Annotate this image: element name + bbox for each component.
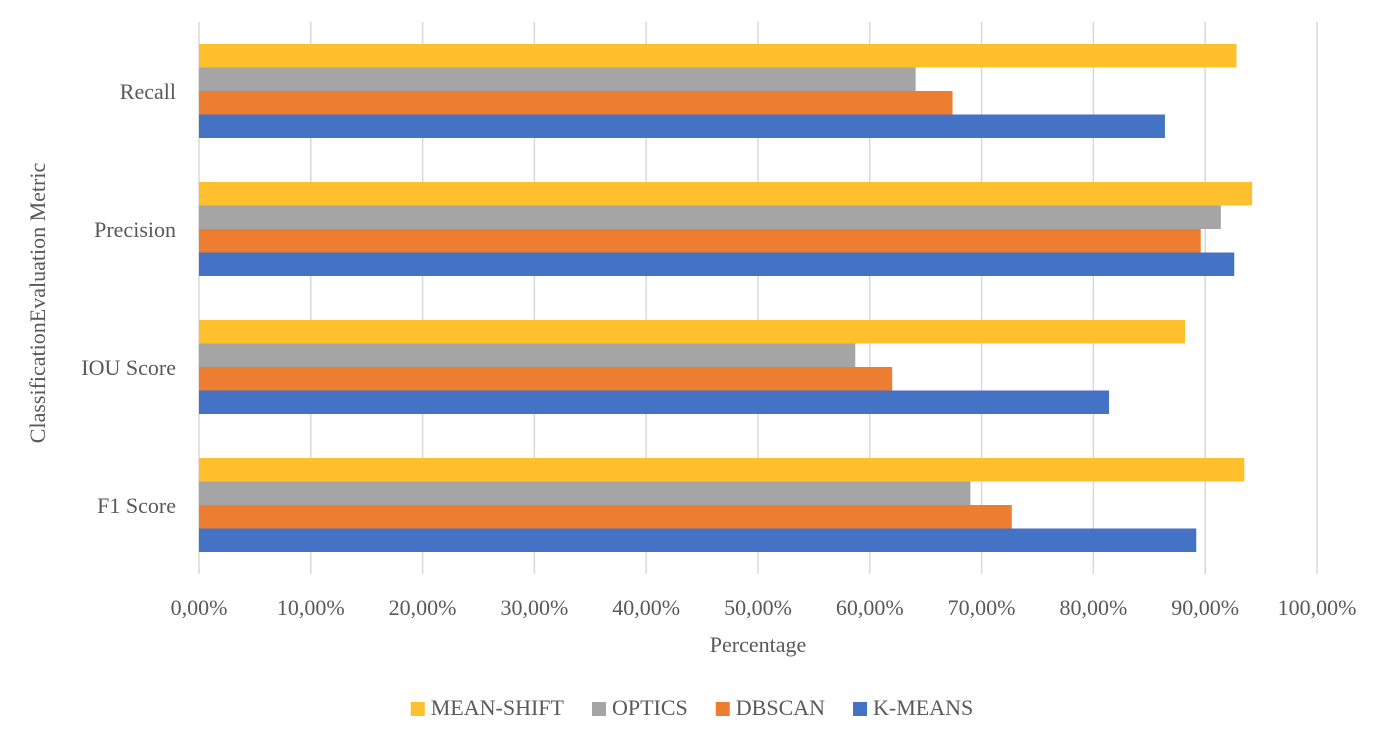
category-label-f1-score: F1 Score xyxy=(97,493,176,518)
bar-mean-shift-iou-score xyxy=(199,320,1186,344)
bar-k-means-precision xyxy=(199,252,1235,276)
bar-optics-f1-score xyxy=(199,481,971,505)
category-label-precision: Precision xyxy=(94,217,176,242)
bar-k-means-iou-score xyxy=(199,390,1110,414)
bar-k-means-f1-score xyxy=(199,528,1197,552)
legend-item-mean-shift: MEAN-SHIFT xyxy=(410,695,565,720)
bar-dbscan-precision xyxy=(199,229,1201,253)
x-tick-label-4: 40,00% xyxy=(612,595,680,620)
bar-dbscan-f1-score xyxy=(199,505,1012,529)
x-tick-label-10: 100,00% xyxy=(1278,595,1357,620)
legend-label-dbscan: DBSCAN xyxy=(736,695,825,720)
y-axis-title: ClassificationEvaluation Metric xyxy=(25,163,50,444)
x-tick-labels: 0,00% 10,00% 20,00% 30,00% 40,00% 50,00% 60,00… xyxy=(171,595,1357,620)
legend-swatch-k-means xyxy=(853,702,868,716)
legend-label-mean-shift: MEAN-SHIFT xyxy=(431,695,565,720)
x-tick-label-6: 60,00% xyxy=(836,595,904,620)
bar-mean-shift-recall xyxy=(199,44,1237,68)
bar-optics-recall xyxy=(199,67,916,91)
legend-item-optics: OPTICS xyxy=(591,695,688,720)
bar-mean-shift-f1-score xyxy=(199,458,1245,482)
x-tick-label-0: 0,00% xyxy=(171,595,228,620)
x-tick-label-5: 50,00% xyxy=(724,595,792,620)
legend-swatch-optics xyxy=(591,702,606,716)
bar-dbscan-iou-score xyxy=(199,367,893,391)
x-tick-label-8: 80,00% xyxy=(1059,595,1127,620)
bar-optics-iou-score xyxy=(199,343,856,367)
category-label-iou-score: IOU Score xyxy=(81,355,176,380)
bar-mean-shift-precision xyxy=(199,182,1253,206)
bar-k-means-recall xyxy=(199,114,1165,138)
legend-swatch-mean-shift xyxy=(410,702,425,716)
x-tick-label-1: 10,00% xyxy=(277,595,345,620)
bars xyxy=(199,44,1253,552)
x-tick-label-3: 30,00% xyxy=(500,595,568,620)
legend-swatch-dbscan xyxy=(715,702,730,716)
category-label-recall: Recall xyxy=(120,79,176,104)
legend-label-k-means: K-MEANS xyxy=(873,695,973,720)
x-tick-label-7: 70,00% xyxy=(948,595,1016,620)
x-tick-label-9: 90,00% xyxy=(1171,595,1239,620)
bar-dbscan-recall xyxy=(199,91,953,115)
legend-item-dbscan: DBSCAN xyxy=(715,695,825,720)
x-tick-label-2: 20,00% xyxy=(389,595,457,620)
legend: MEAN-SHIFT OPTICS DBSCAN K-MEANS xyxy=(410,695,973,720)
legend-item-k-means: K-MEANS xyxy=(853,695,973,720)
x-axis-title: Percentage xyxy=(710,632,807,657)
category-labels: Recall Precision IOU Score F1 Score xyxy=(81,79,176,518)
legend-label-optics: OPTICS xyxy=(612,695,688,720)
bar-optics-precision xyxy=(199,205,1221,229)
